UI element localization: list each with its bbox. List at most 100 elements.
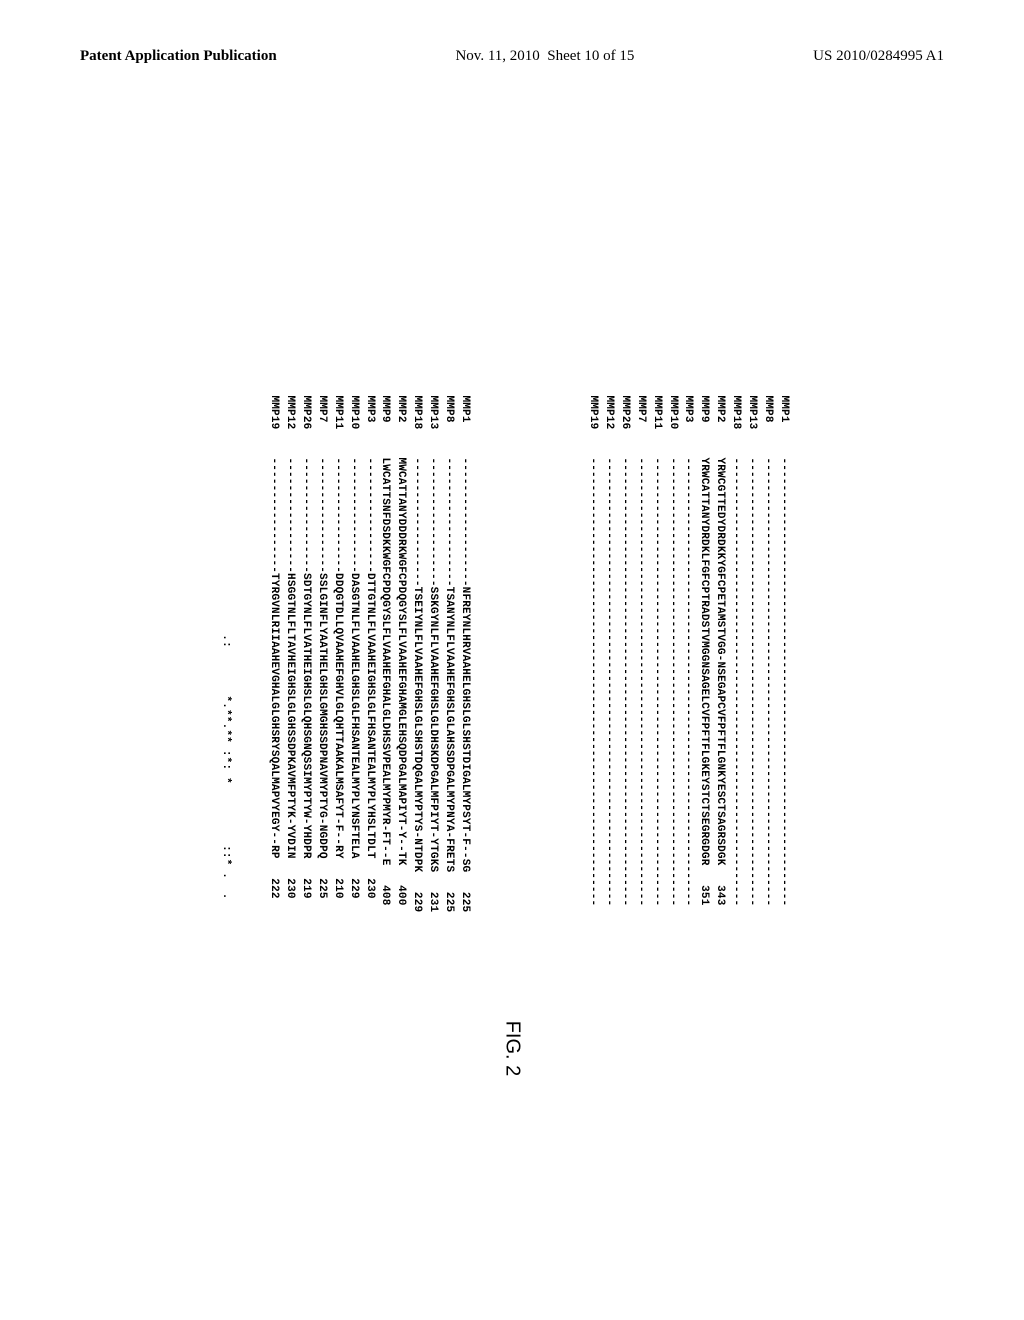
sequence-position	[584, 906, 600, 946]
sequence-label: MMP10	[664, 395, 680, 457]
sequence-label: MMP13	[743, 395, 759, 457]
sequence-text: -----------------DASGTNLFLVAAHELGHSLGLFH…	[345, 457, 361, 858]
alignment-row: MMP19-----------------------------------…	[584, 395, 600, 946]
sequence-text: ----------------------------------------…	[679, 457, 695, 906]
sequence-label: MMP3	[361, 395, 377, 457]
sequence-position: 225	[313, 859, 329, 899]
alignment-row: MMP8------------------------------------…	[759, 395, 775, 946]
header-pubno: US 2010/0284995 A1	[813, 48, 944, 65]
sequence-position: 408	[376, 866, 392, 906]
alignment-row: MMP2MWCATTANYDDDRKWGFCPDQGYSLFLVAAHEFGHA…	[392, 395, 408, 946]
sequence-text: -----------------DTTGTNLFLVAAHEIGHSLGLFH…	[361, 457, 377, 858]
consensus-row: .: *.**.** :*: * ::* . .	[217, 395, 233, 946]
alignment-row: MMP7-----------------SSLGINFLYAATHELGHSL…	[313, 395, 329, 946]
sequence-label: MMP26	[616, 395, 632, 457]
sequence-label: MMP11	[329, 395, 345, 457]
sequence-text: MWCATTANYDDDRKWGFCPDQGYSLFLVAAHEFGHAMGLE…	[392, 457, 408, 865]
alignment-row: MMP2YRWCGTTEDYDRDKKYGFCPETAMSTVGG-NSEGAP…	[711, 395, 727, 946]
alignment-row: MMP12-----------------------------------…	[600, 395, 616, 946]
sequence-position: 400	[392, 866, 408, 906]
sequence-label: MMP9	[695, 395, 711, 457]
sequence-label: MMP13	[424, 395, 440, 457]
sequence-text: -----------------SDTGYNLFLVATHEIGHSLGLQH…	[297, 457, 313, 858]
sequence-position	[616, 906, 632, 946]
alignment-row: MMP1------------------------------------…	[775, 395, 791, 946]
sequence-label: MMP7	[632, 395, 648, 457]
page-header: Patent Application Publication Nov. 11, …	[0, 48, 1024, 65]
sequence-label: MMP19	[265, 395, 281, 457]
sequence-position: 222	[265, 859, 281, 899]
sequence-label: MMP11	[648, 395, 664, 457]
sequence-text: ----------------------------------------…	[616, 457, 632, 906]
alignment-row: MMP9YRWCATTANYDRDKLFGFCPTRADSTVMGGNSAGEL…	[695, 395, 711, 946]
sequence-position	[775, 906, 791, 946]
sequence-text: ----------------------------------------…	[775, 457, 791, 906]
sequence-label: MMP26	[297, 395, 313, 457]
sequence-label: MMP12	[281, 395, 297, 457]
figure-label: FIG. 2	[501, 1021, 524, 1077]
alignment-row: MMP13-----------------------------------…	[743, 395, 759, 946]
sequence-text: ----------------------------------------…	[727, 457, 743, 906]
sequence-position	[679, 906, 695, 946]
sequence-position	[759, 906, 775, 946]
sequence-text: -----------------TYRGVNLRIIAAHEVGHALGLGH…	[265, 457, 281, 858]
sequence-text: -------------------SSKGYNLFLVAAHEFGHSLGL…	[424, 457, 440, 872]
alignment-row: MMP26-----------------------------------…	[616, 395, 632, 946]
sequence-label: MMP8	[759, 395, 775, 457]
sequence-text: ----------------------------------------…	[600, 457, 616, 906]
sequence-text: -------------------TSEIYNLFLVAAHEFGHSLGL…	[408, 457, 424, 872]
sequence-label: MMP2	[711, 395, 727, 457]
alignment-row: MMP10-----------------------------------…	[664, 395, 680, 946]
sequence-position: 230	[361, 859, 377, 899]
alignment-row: MMP7------------------------------------…	[632, 395, 648, 946]
sequence-label: MMP8	[440, 395, 456, 457]
sequence-label: MMP9	[376, 395, 392, 457]
sequence-text: YRWCGTTEDYDRDKKYGFCPETAMSTVGG-NSEGAPCVFP…	[711, 457, 727, 865]
alignment-row: MMP13-------------------SSKGYNLFLVAAHEFG…	[424, 395, 440, 946]
sequence-text: ----------------------------------------…	[632, 457, 648, 906]
sequence-text: ----------------------------------------…	[648, 457, 664, 906]
sequence-position: 351	[695, 866, 711, 906]
alignment-row: MMP18-----------------------------------…	[727, 395, 743, 946]
alignment-row: MMP26-----------------SDTGYNLFLVATHEIGHS…	[297, 395, 313, 946]
sequence-label: MMP19	[584, 395, 600, 457]
sequence-label: MMP1	[775, 395, 791, 457]
sequence-text: -------------------TSANYNLFLVAAHEFGHSLGL…	[440, 457, 456, 872]
sequence-position	[632, 906, 648, 946]
alignment-block-1: MMP1------------------------------------…	[584, 395, 791, 946]
sequence-position: 343	[711, 866, 727, 906]
sequence-position: 225	[456, 872, 472, 912]
sequence-label: MMP2	[392, 395, 408, 457]
alignment-row: MMP11-----------------------------------…	[648, 395, 664, 946]
header-date: Nov. 11, 2010 Sheet 10 of 15	[455, 48, 634, 65]
alignment-row: MMP10-----------------DASGTNLFLVAAHELGHS…	[345, 395, 361, 946]
sequence-label: MMP18	[727, 395, 743, 457]
alignment-row: MMP18-------------------TSEIYNLFLVAAHEFG…	[408, 395, 424, 946]
sequence-label: MMP10	[345, 395, 361, 457]
alignment-row: MMP3-----------------DTTGTNLFLVAAHEIGHSL…	[361, 395, 377, 946]
sequence-text: -----------------SSLGINFLYAATHELGHSLGMGH…	[313, 457, 329, 858]
sequence-position	[743, 906, 759, 946]
sequence-position	[727, 906, 743, 946]
alignment-row: MMP11-----------------DDQGTDLLQVAAHEFGHV…	[329, 395, 345, 946]
alignment-row: MMP12-----------------HSGGTNLFLTAVHEIGHS…	[281, 395, 297, 946]
sequence-text: ----------------------------------------…	[759, 457, 775, 906]
sequence-label: MMP18	[408, 395, 424, 457]
sequence-text: YRWCATTANYDRDKLFGFCPTRADSTVMGGNSAGELCVFP…	[695, 457, 711, 865]
sequence-label: MMP1	[456, 395, 472, 457]
alignment-row: MMP3------------------------------------…	[679, 395, 695, 946]
sequence-position: 229	[408, 872, 424, 912]
alignment-row: MMP8-------------------TSANYNLFLVAAHEFGH…	[440, 395, 456, 946]
sequence-position	[648, 906, 664, 946]
sequence-text: ----------------------------------------…	[664, 457, 680, 906]
alignment-row: MMP1-------------------NFREYNLHRVAAHELGH…	[456, 395, 472, 946]
sequence-text: ----------------------------------------…	[584, 457, 600, 906]
alignment-row: MMP9LWCATTSNFDSDKKWGFCPDQGYSLFLVAAHEFGHA…	[376, 395, 392, 946]
sequence-position: 210	[329, 859, 345, 899]
sequence-label: MMP7	[313, 395, 329, 457]
sequence-position: 231	[424, 872, 440, 912]
sequence-position	[600, 906, 616, 946]
sequence-text: -------------------NFREYNLHRVAAHELGHSLGL…	[456, 457, 472, 872]
sequence-position: 230	[281, 859, 297, 899]
sequence-position	[664, 906, 680, 946]
